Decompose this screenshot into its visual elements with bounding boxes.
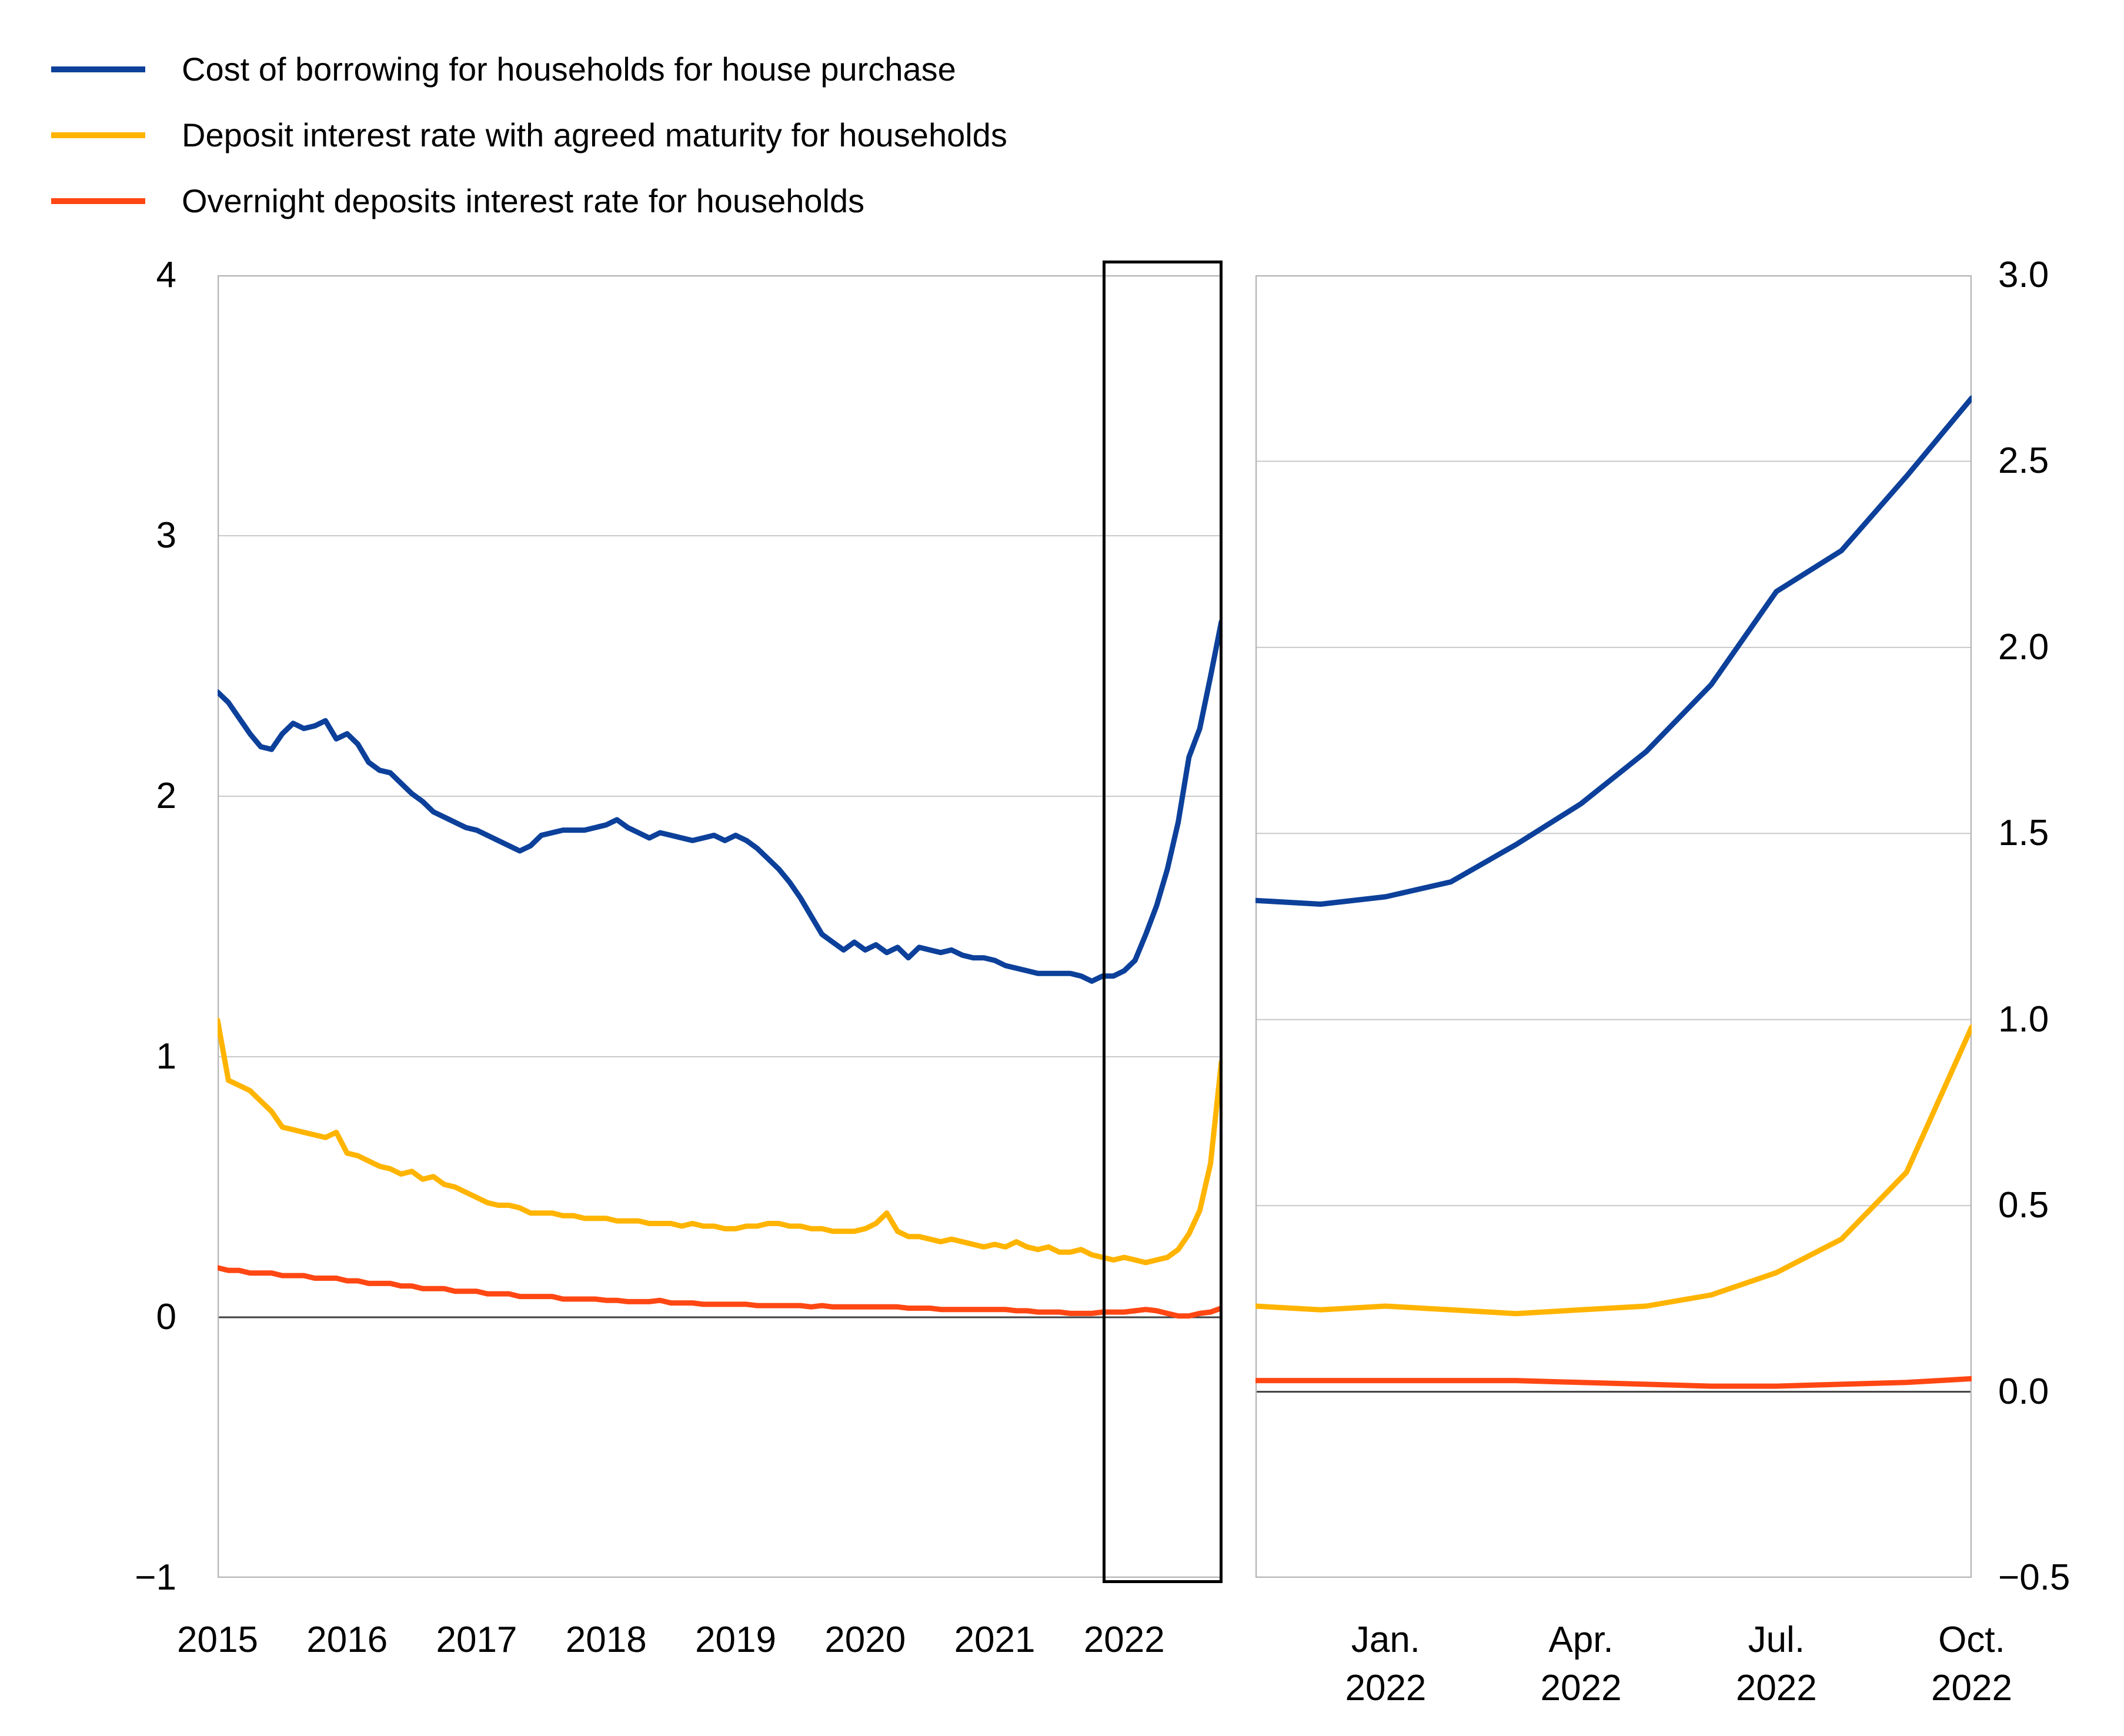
x-tick-label-year: 2022 [1345,1667,1427,1708]
left-panel-plot-area [218,275,1221,1578]
right-panel-plot-area [1255,275,1972,1578]
series-line-cost-of-borrowing-for-households-for-house-purchase [218,619,1221,984]
x-tick-label: Oct. 2022 [1931,1616,2012,1712]
y-tick-label: 3 [156,515,176,556]
y-tick-label: 1.5 [1998,813,2049,854]
x-tick-label-year: 2020 [824,1620,906,1660]
legend-label: Overnight deposits interest rate for hou… [182,182,865,219]
y-tick-label: 1 [156,1036,176,1077]
x-tick-label: Apr. 2022 [1541,1616,1622,1712]
y-tick-label: 0 [156,1297,176,1337]
legend-item: Cost of borrowing for households for hou… [51,36,1007,102]
x-tick-label-year: 2022 [1931,1667,2012,1708]
series-line-deposit-interest-rate-with-agreed-maturity-for-households [1255,1024,1972,1317]
legend-swatch-cost-of-borrowing [51,66,145,72]
series-line-deposit-interest-rate-with-agreed-maturity-for-households [218,1017,1221,1266]
x-tick-label-month: Apr. [1548,1620,1614,1660]
y-tick-label: 1.0 [1998,999,2049,1040]
x-tick-label: Jan. 2022 [1345,1616,1426,1712]
x-tick-label-year: 2022 [1083,1620,1165,1660]
y-tick-label: 2 [156,776,176,816]
panel-border [218,275,1221,1578]
legend-item: Overnight deposits interest rate for hou… [51,168,1007,234]
y-tick-label: 2.5 [1998,440,2049,482]
legend: Cost of borrowing for households for hou… [51,36,1007,234]
x-tick-label-month: Jan. [1351,1620,1421,1660]
x-tick-label-year: 2017 [436,1620,517,1660]
legend-label: Deposit interest rate with agreed maturi… [182,116,1007,153]
y-tick-label: 0.5 [1998,1185,2049,1226]
legend-swatch-overnight-deposits [51,198,145,204]
series-line-cost-of-borrowing-for-households-for-house-purchase [1255,395,1972,907]
x-tick-label-year: 2022 [1735,1667,1817,1708]
x-tick-label-year: 2015 [177,1620,258,1660]
y-tick-label: 4 [156,255,176,295]
x-tick-label-year: 2022 [1540,1667,1622,1708]
x-tick-label-year: 2021 [954,1620,1036,1660]
panel-border [1255,275,1972,1578]
legend-swatch-deposit-agreed-maturity [51,132,145,138]
y-tick-label: 3.0 [1998,255,2049,295]
y-tick-label: −0.5 [1998,1557,2070,1598]
highlight-rectangle [1103,261,1223,1583]
x-tick-label-year: 2018 [565,1620,647,1660]
y-tick-label: 0.0 [1998,1371,2049,1412]
y-tick-label: 2.0 [1998,626,2049,667]
series-line-overnight-deposits-interest-rate-for-households [218,1265,1221,1319]
series-line-overnight-deposits-interest-rate-for-households [1255,1376,1972,1389]
legend-item: Deposit interest rate with agreed maturi… [51,102,1007,168]
legend-label: Cost of borrowing for households for hou… [182,51,956,88]
x-tick-label-year: 2019 [695,1620,776,1660]
x-tick-label-year: 2016 [306,1620,388,1660]
y-tick-label: −1 [135,1557,176,1598]
x-tick-label: Jul. 2022 [1736,1616,1817,1712]
x-tick-label-month: Oct. [1938,1620,2005,1660]
x-tick-label-month: Jul. [1748,1620,1805,1660]
